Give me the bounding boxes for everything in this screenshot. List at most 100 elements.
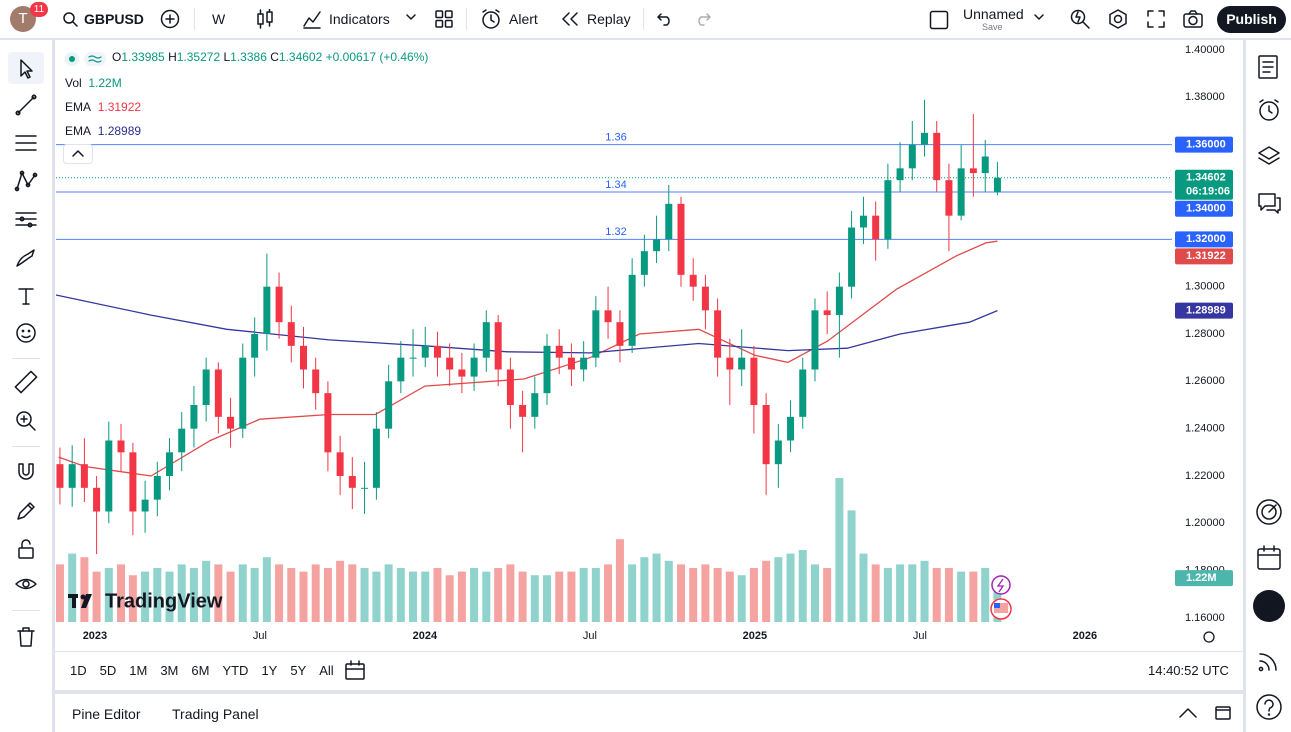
avatar[interactable]: T xyxy=(10,6,36,32)
left-toolbar xyxy=(0,40,52,732)
chevron[interactable] xyxy=(1034,14,1044,22)
settings-icon[interactable] xyxy=(1107,8,1129,30)
volume-value: 1.22M xyxy=(88,76,122,90)
low-value: 1.3386 xyxy=(230,50,267,64)
publish-button[interactable]: Publish xyxy=(1217,6,1286,33)
indicators-icon[interactable] xyxy=(302,9,322,29)
redo-icon[interactable] xyxy=(694,11,712,27)
text-tool[interactable] xyxy=(14,284,38,308)
search-icon[interactable] xyxy=(62,11,78,27)
alert-icon[interactable] xyxy=(480,8,502,30)
bottom-panel xyxy=(55,694,1243,732)
bottom-tab[interactable]: Trading Panel xyxy=(172,706,259,722)
range-button[interactable]: 6M xyxy=(191,663,210,678)
ema-name: EMA xyxy=(65,124,92,138)
pattern-tool[interactable] xyxy=(14,169,38,193)
compare-icon[interactable] xyxy=(160,9,180,29)
layouts-icon[interactable] xyxy=(434,9,454,29)
range-button[interactable]: All xyxy=(319,663,334,678)
quick-search-icon[interactable] xyxy=(1069,8,1091,30)
icon-tool[interactable] xyxy=(14,321,38,345)
alerts-icon[interactable] xyxy=(1256,97,1282,123)
high-value: 1.35272 xyxy=(176,50,221,64)
close-key: C xyxy=(270,50,279,64)
goto-date-icon[interactable] xyxy=(344,660,366,682)
calendar-icon[interactable] xyxy=(1255,544,1283,572)
fullscreen-icon[interactable] xyxy=(1146,9,1166,29)
save-label[interactable]: Save xyxy=(982,22,1003,32)
products-icon[interactable] xyxy=(1252,589,1286,623)
symbol[interactable]: GBPUSD xyxy=(84,11,144,27)
separator xyxy=(643,8,644,30)
ema-value: 1.28989 xyxy=(97,124,142,138)
separator xyxy=(194,8,195,30)
trend-line-tool[interactable] xyxy=(14,93,38,117)
lock-tool[interactable] xyxy=(14,537,38,561)
expand-panel-icon[interactable] xyxy=(1178,706,1198,720)
separator xyxy=(12,358,40,359)
chart-panel xyxy=(55,40,1243,690)
brush-tool[interactable] xyxy=(14,246,38,270)
magnet-tool[interactable] xyxy=(14,460,38,484)
ohlc-legend: O1.33985 H1.35272 L1.3386 C1.34602 +0.00… xyxy=(112,50,428,64)
range-button[interactable]: 5Y xyxy=(290,663,307,678)
replay-icon[interactable] xyxy=(560,11,580,27)
indicators-button[interactable]: Indicators xyxy=(329,11,390,27)
range-button[interactable]: 5D xyxy=(99,663,117,678)
watchlist-icon[interactable] xyxy=(1256,54,1280,80)
zoom-tool[interactable] xyxy=(14,409,38,433)
change-value: +0.00617 xyxy=(325,50,377,64)
targets-icon[interactable] xyxy=(1255,498,1283,526)
volume-legend: Vol 1.22M xyxy=(65,76,122,90)
fib-tool[interactable] xyxy=(14,131,38,155)
chats-icon[interactable] xyxy=(1256,190,1282,216)
range-button[interactable]: YTD xyxy=(222,663,249,678)
high-key: H xyxy=(168,50,177,64)
clock[interactable]: 14:40:52 UTC xyxy=(1148,663,1229,678)
separator xyxy=(466,8,467,30)
open-key: O xyxy=(112,50,122,64)
chevron[interactable] xyxy=(406,14,416,22)
range-button[interactable]: 1D xyxy=(70,663,87,678)
layout-name[interactable]: Unnamed xyxy=(963,6,1024,22)
news-icon[interactable] xyxy=(1256,648,1282,674)
notification-badge: 11 xyxy=(30,2,48,17)
object-tree-icon[interactable] xyxy=(1256,144,1282,170)
ema-name: EMA xyxy=(65,100,92,114)
close-value: 1.34602 xyxy=(278,50,323,64)
layout-checkbox[interactable] xyxy=(929,10,949,30)
chart-type-icon[interactable] xyxy=(256,9,274,29)
bottom-tab[interactable]: Pine Editor xyxy=(72,706,141,722)
range-button[interactable]: 1Y xyxy=(261,663,278,678)
open-value: 1.33985 xyxy=(121,50,165,64)
remove-tool[interactable] xyxy=(14,625,38,649)
measure-tool[interactable] xyxy=(14,370,38,394)
help-icon[interactable] xyxy=(1255,693,1283,721)
screenshot-icon[interactable] xyxy=(1182,9,1204,29)
separator xyxy=(12,610,40,611)
range-button[interactable]: 1M xyxy=(129,663,148,678)
interval[interactable]: W xyxy=(212,11,226,27)
replay-button[interactable]: Replay xyxy=(587,11,631,27)
ema-legend: EMA 1.31922 xyxy=(65,100,141,114)
top-toolbar xyxy=(0,0,1291,38)
volume-key: Vol xyxy=(65,76,82,90)
prediction-tool[interactable] xyxy=(14,207,38,231)
low-key: L xyxy=(223,50,231,64)
alert-button[interactable]: Alert xyxy=(509,11,538,27)
maximize-panel-icon[interactable] xyxy=(1214,704,1232,722)
change-percent: (+0.46%) xyxy=(379,50,429,64)
range-button[interactable]: 3M xyxy=(160,663,179,678)
divider xyxy=(55,651,1243,652)
visibility-tool[interactable] xyxy=(14,572,38,596)
range-buttons: 1D 5D 1M 3M 6M YTD 1Y 5Y All xyxy=(70,663,347,678)
undo-icon[interactable] xyxy=(656,11,674,27)
cursor-tool[interactable] xyxy=(8,52,44,84)
stay-drawing-tool[interactable] xyxy=(14,499,38,523)
separator xyxy=(12,446,40,447)
legend-status-icons[interactable] xyxy=(64,51,108,67)
ema-value: 1.31922 xyxy=(97,100,142,114)
collapse-legend-button[interactable] xyxy=(63,144,93,164)
